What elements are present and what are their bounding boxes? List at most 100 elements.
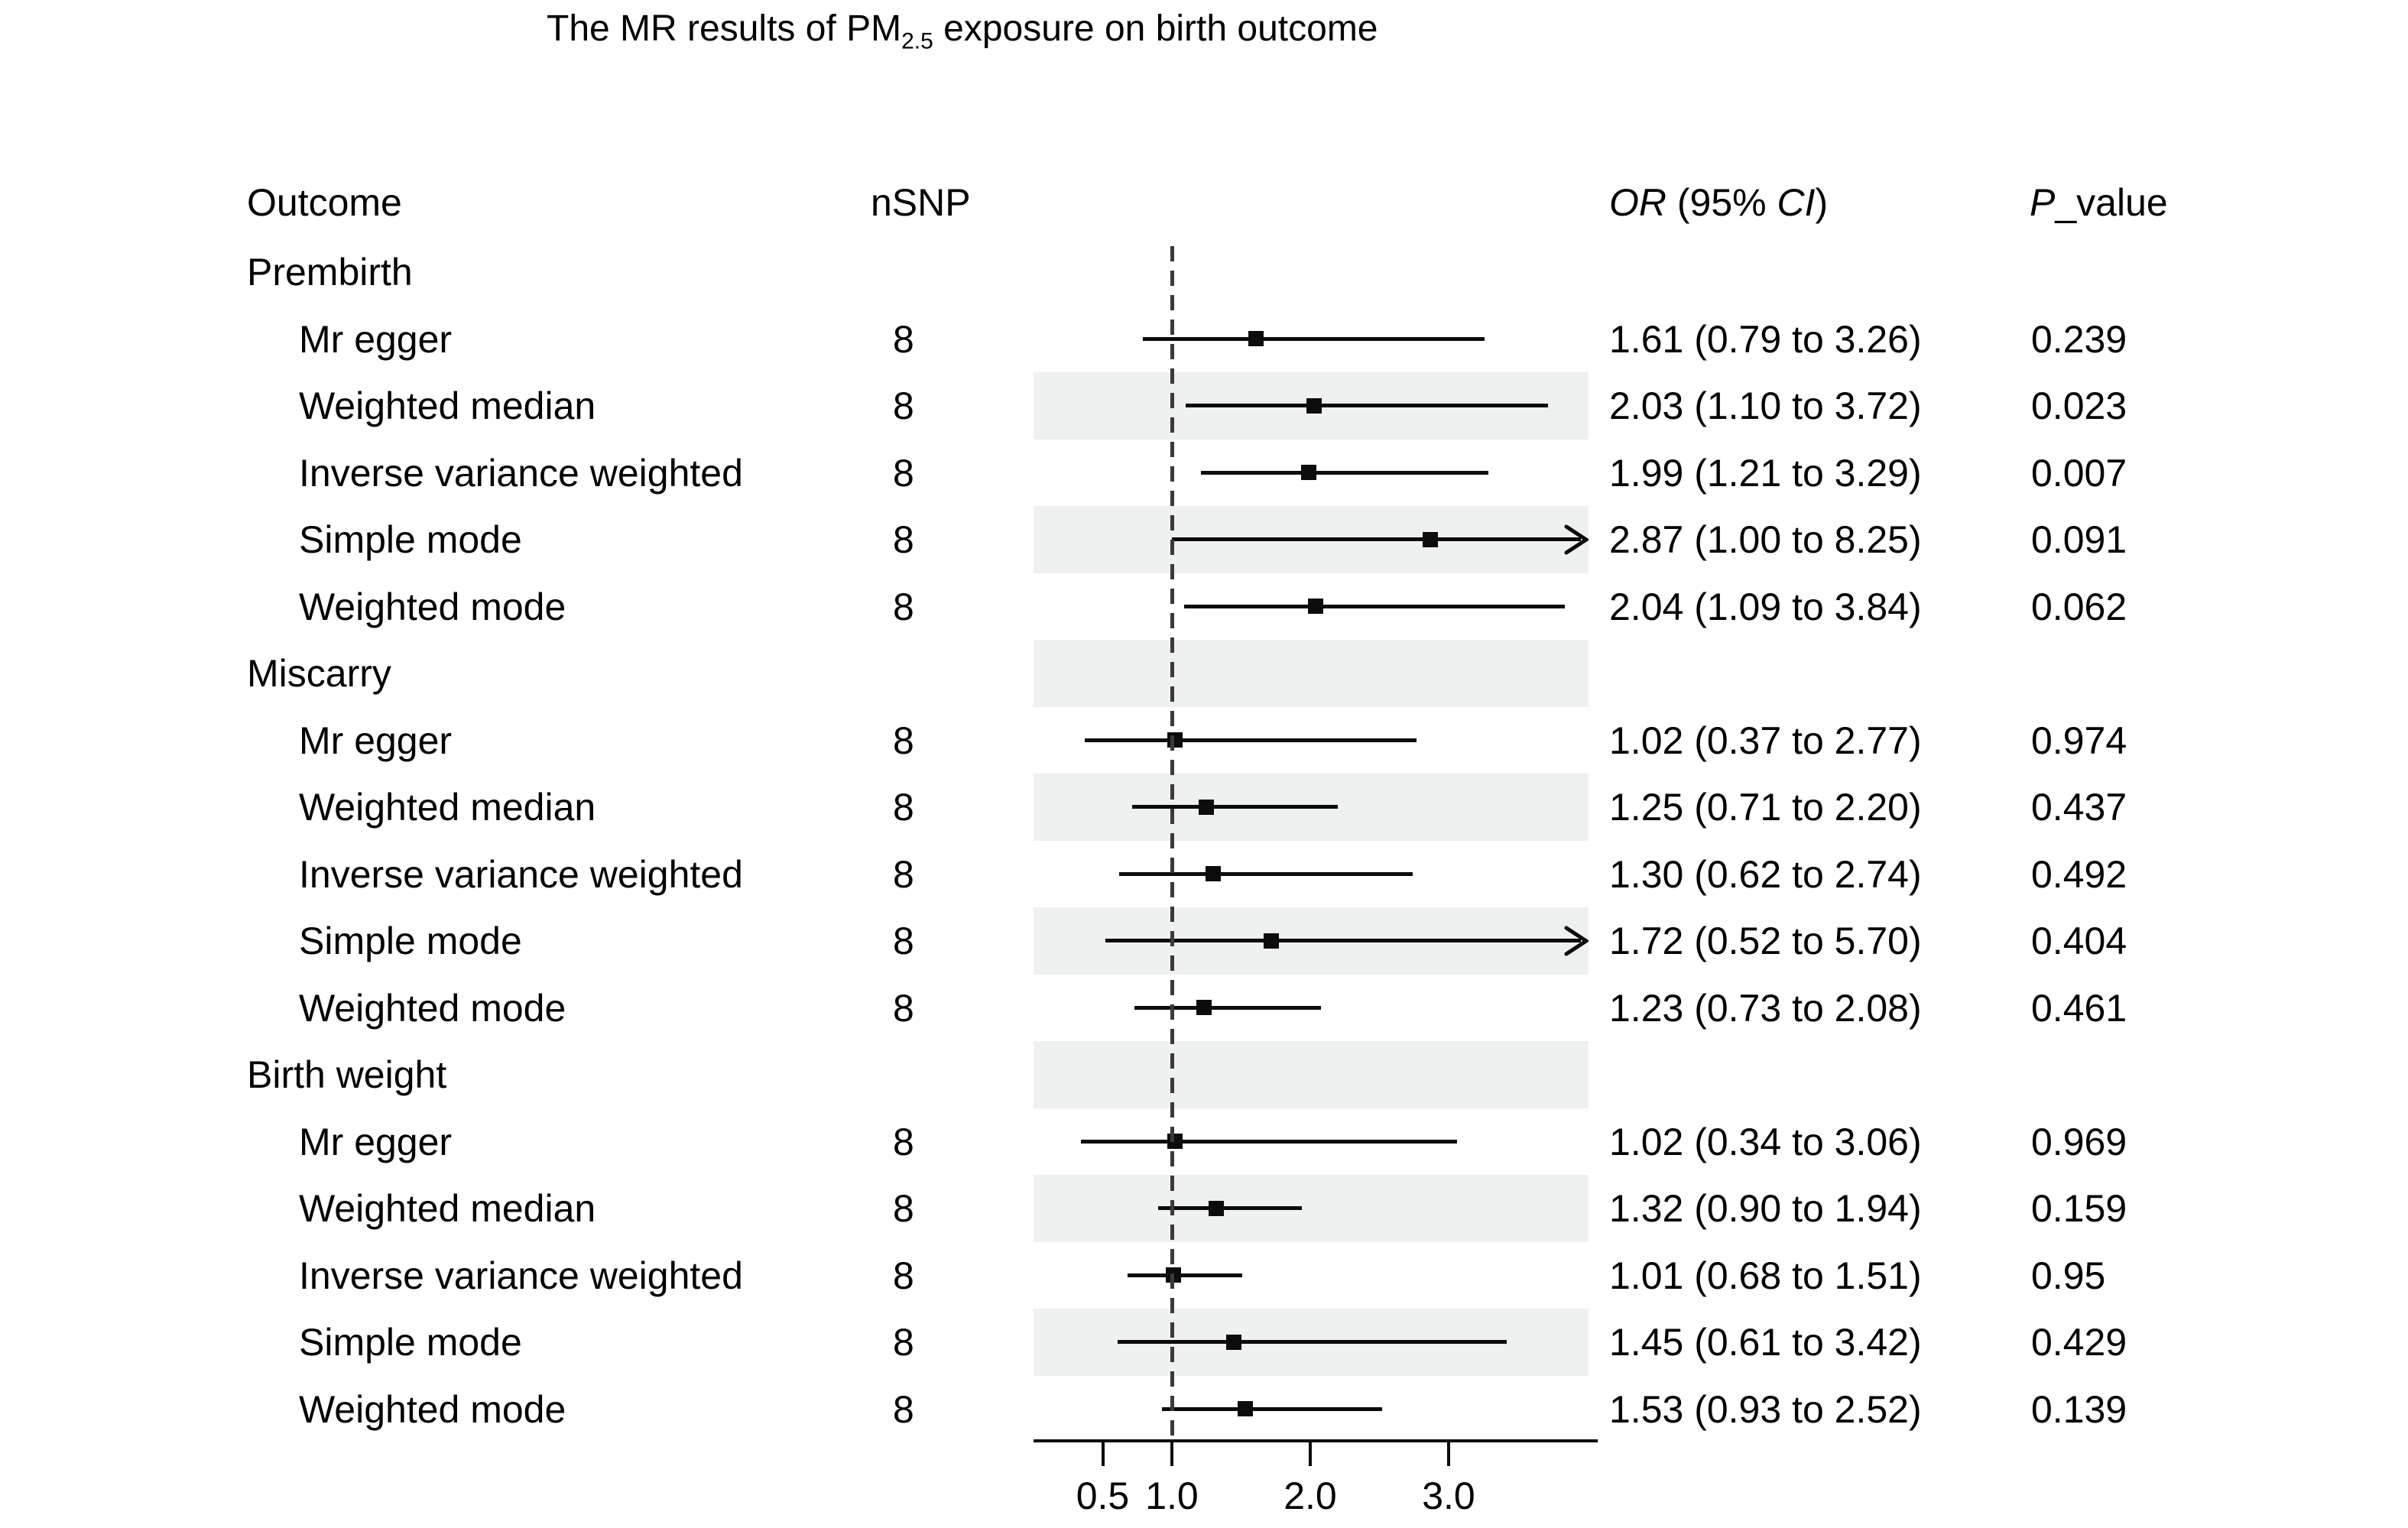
p-header-rest: _value: [2055, 181, 2168, 224]
or-ci-value: 1.02 (0.34 to 3.06): [1609, 1120, 1922, 1163]
column-header-nsnp: nSNP: [871, 181, 971, 224]
or-ci-value: 1.01 (0.68 to 1.51): [1609, 1254, 1922, 1297]
point-estimate-marker: [1237, 1401, 1253, 1417]
or-ci-value: 1.53 (0.93 to 2.52): [1609, 1387, 1922, 1431]
p-value: 0.437: [2031, 786, 2127, 829]
p-value: 0.404: [2031, 920, 2127, 962]
ci-line: [1142, 336, 1485, 341]
method-label: Simple mode: [299, 518, 522, 561]
nsnp-value: 8: [893, 786, 914, 829]
nsnp-value: 8: [893, 920, 914, 962]
or-ci-value: 1.72 (0.52 to 5.70): [1609, 920, 1922, 962]
x-axis-tick: [1101, 1441, 1105, 1466]
or-header-mid: (95%: [1666, 181, 1777, 224]
p-value: 0.239: [2031, 317, 2127, 361]
p-value: 0.492: [2031, 852, 2127, 896]
nsnp-value: 8: [893, 719, 914, 762]
x-axis-tick-label: 1.0: [1145, 1474, 1199, 1517]
nsnp-value: 8: [893, 384, 914, 427]
or-ci-value: 1.30 (0.62 to 2.74): [1609, 852, 1922, 896]
ci-line: [1105, 939, 1581, 943]
column-header-or-ci: OR (95% CI): [1609, 168, 1828, 237]
or-ci-value: 1.23 (0.73 to 2.08): [1609, 986, 1922, 1030]
nsnp-value: 8: [893, 1387, 914, 1431]
column-header-p-value: P_value: [2030, 168, 2168, 237]
ci-line: [1118, 1340, 1507, 1345]
ci-italic: CI: [1777, 181, 1816, 224]
x-axis-tick-label: 3.0: [1422, 1474, 1475, 1517]
method-label: Simple mode: [299, 920, 522, 962]
chart-title-text-tail: exposure on birth outcome: [933, 8, 1378, 49]
ci-line: [1131, 805, 1339, 809]
method-label: Weighted median: [299, 1187, 596, 1230]
method-label: Mr egger: [299, 719, 453, 762]
method-label: Weighted mode: [299, 1387, 566, 1431]
point-estimate-marker: [1167, 732, 1183, 748]
or-ci-value: 1.02 (0.37 to 2.77): [1609, 719, 1922, 762]
x-axis-tick: [1170, 1441, 1173, 1466]
x-axis-line: [1034, 1439, 1598, 1442]
p-value: 0.969: [2031, 1120, 2127, 1163]
method-label: Mr egger: [299, 317, 453, 361]
p-value: 0.159: [2031, 1187, 2127, 1230]
p-italic: P: [2030, 181, 2056, 224]
or-header-close: ): [1815, 181, 1829, 224]
ci-truncation-arrow-icon: [1564, 524, 1590, 555]
p-value: 0.139: [2031, 1387, 2127, 1431]
point-estimate-marker: [1208, 1200, 1224, 1216]
chart-title-text: The MR results of PM: [547, 8, 902, 49]
row-stripe: [1034, 640, 1589, 707]
method-label: Weighted median: [299, 384, 596, 427]
point-estimate-marker: [1423, 531, 1439, 547]
ci-line: [1162, 1406, 1383, 1411]
point-estimate-marker: [1199, 799, 1215, 815]
or-ci-value: 1.45 (0.61 to 3.42): [1609, 1321, 1922, 1364]
p-value: 0.023: [2031, 384, 2127, 427]
outcome-group-label: Miscarry: [247, 652, 391, 695]
ci-line: [1134, 1005, 1322, 1010]
point-estimate-marker: [1301, 465, 1317, 481]
method-label: Weighted mode: [299, 986, 566, 1030]
p-value: 0.95: [2031, 1254, 2106, 1297]
title-subscript: 2.5: [901, 28, 933, 54]
ci-line: [1157, 1206, 1303, 1211]
chart-title: The MR results of PM2.5 exposure on birt…: [547, 6, 1378, 65]
ci-line: [1128, 1273, 1243, 1277]
method-label: Weighted mode: [299, 585, 566, 628]
point-estimate-marker: [1226, 1334, 1242, 1350]
method-label: Inverse variance weighted: [299, 852, 743, 896]
ci-line: [1184, 604, 1566, 608]
method-label: Weighted median: [299, 786, 596, 829]
row-stripe: [1034, 1041, 1589, 1108]
ci-line: [1186, 404, 1549, 408]
nsnp-value: 8: [893, 1254, 914, 1297]
p-value: 0.091: [2031, 518, 2127, 561]
ci-truncation-arrow-icon: [1564, 926, 1590, 956]
ci-line: [1084, 738, 1417, 742]
reference-line: [1170, 246, 1174, 1441]
outcome-group-label: Prembirth: [247, 251, 413, 294]
nsnp-value: 8: [893, 317, 914, 361]
x-axis-tick: [1447, 1441, 1450, 1466]
method-label: Mr egger: [299, 1120, 453, 1163]
x-axis-tick-label: 0.5: [1076, 1474, 1130, 1517]
nsnp-value: 8: [893, 451, 914, 495]
p-value: 0.429: [2031, 1321, 2127, 1364]
p-value: 0.461: [2031, 986, 2127, 1030]
or-ci-value: 1.32 (0.90 to 1.94): [1609, 1187, 1922, 1230]
ci-line: [1080, 1139, 1457, 1144]
x-axis-tick: [1309, 1441, 1312, 1466]
point-estimate-marker: [1306, 397, 1322, 414]
point-estimate-marker: [1308, 599, 1324, 615]
method-label: Simple mode: [299, 1321, 522, 1364]
p-value: 0.974: [2031, 719, 2127, 762]
column-header-outcome: Outcome: [247, 181, 402, 224]
point-estimate-marker: [1206, 866, 1222, 882]
method-label: Inverse variance weighted: [299, 451, 743, 495]
ci-line: [1172, 537, 1581, 542]
nsnp-value: 8: [893, 852, 914, 896]
p-value: 0.007: [2031, 451, 2127, 495]
row-stripe: [1034, 1175, 1589, 1242]
or-ci-value: 2.04 (1.09 to 3.84): [1609, 585, 1922, 628]
